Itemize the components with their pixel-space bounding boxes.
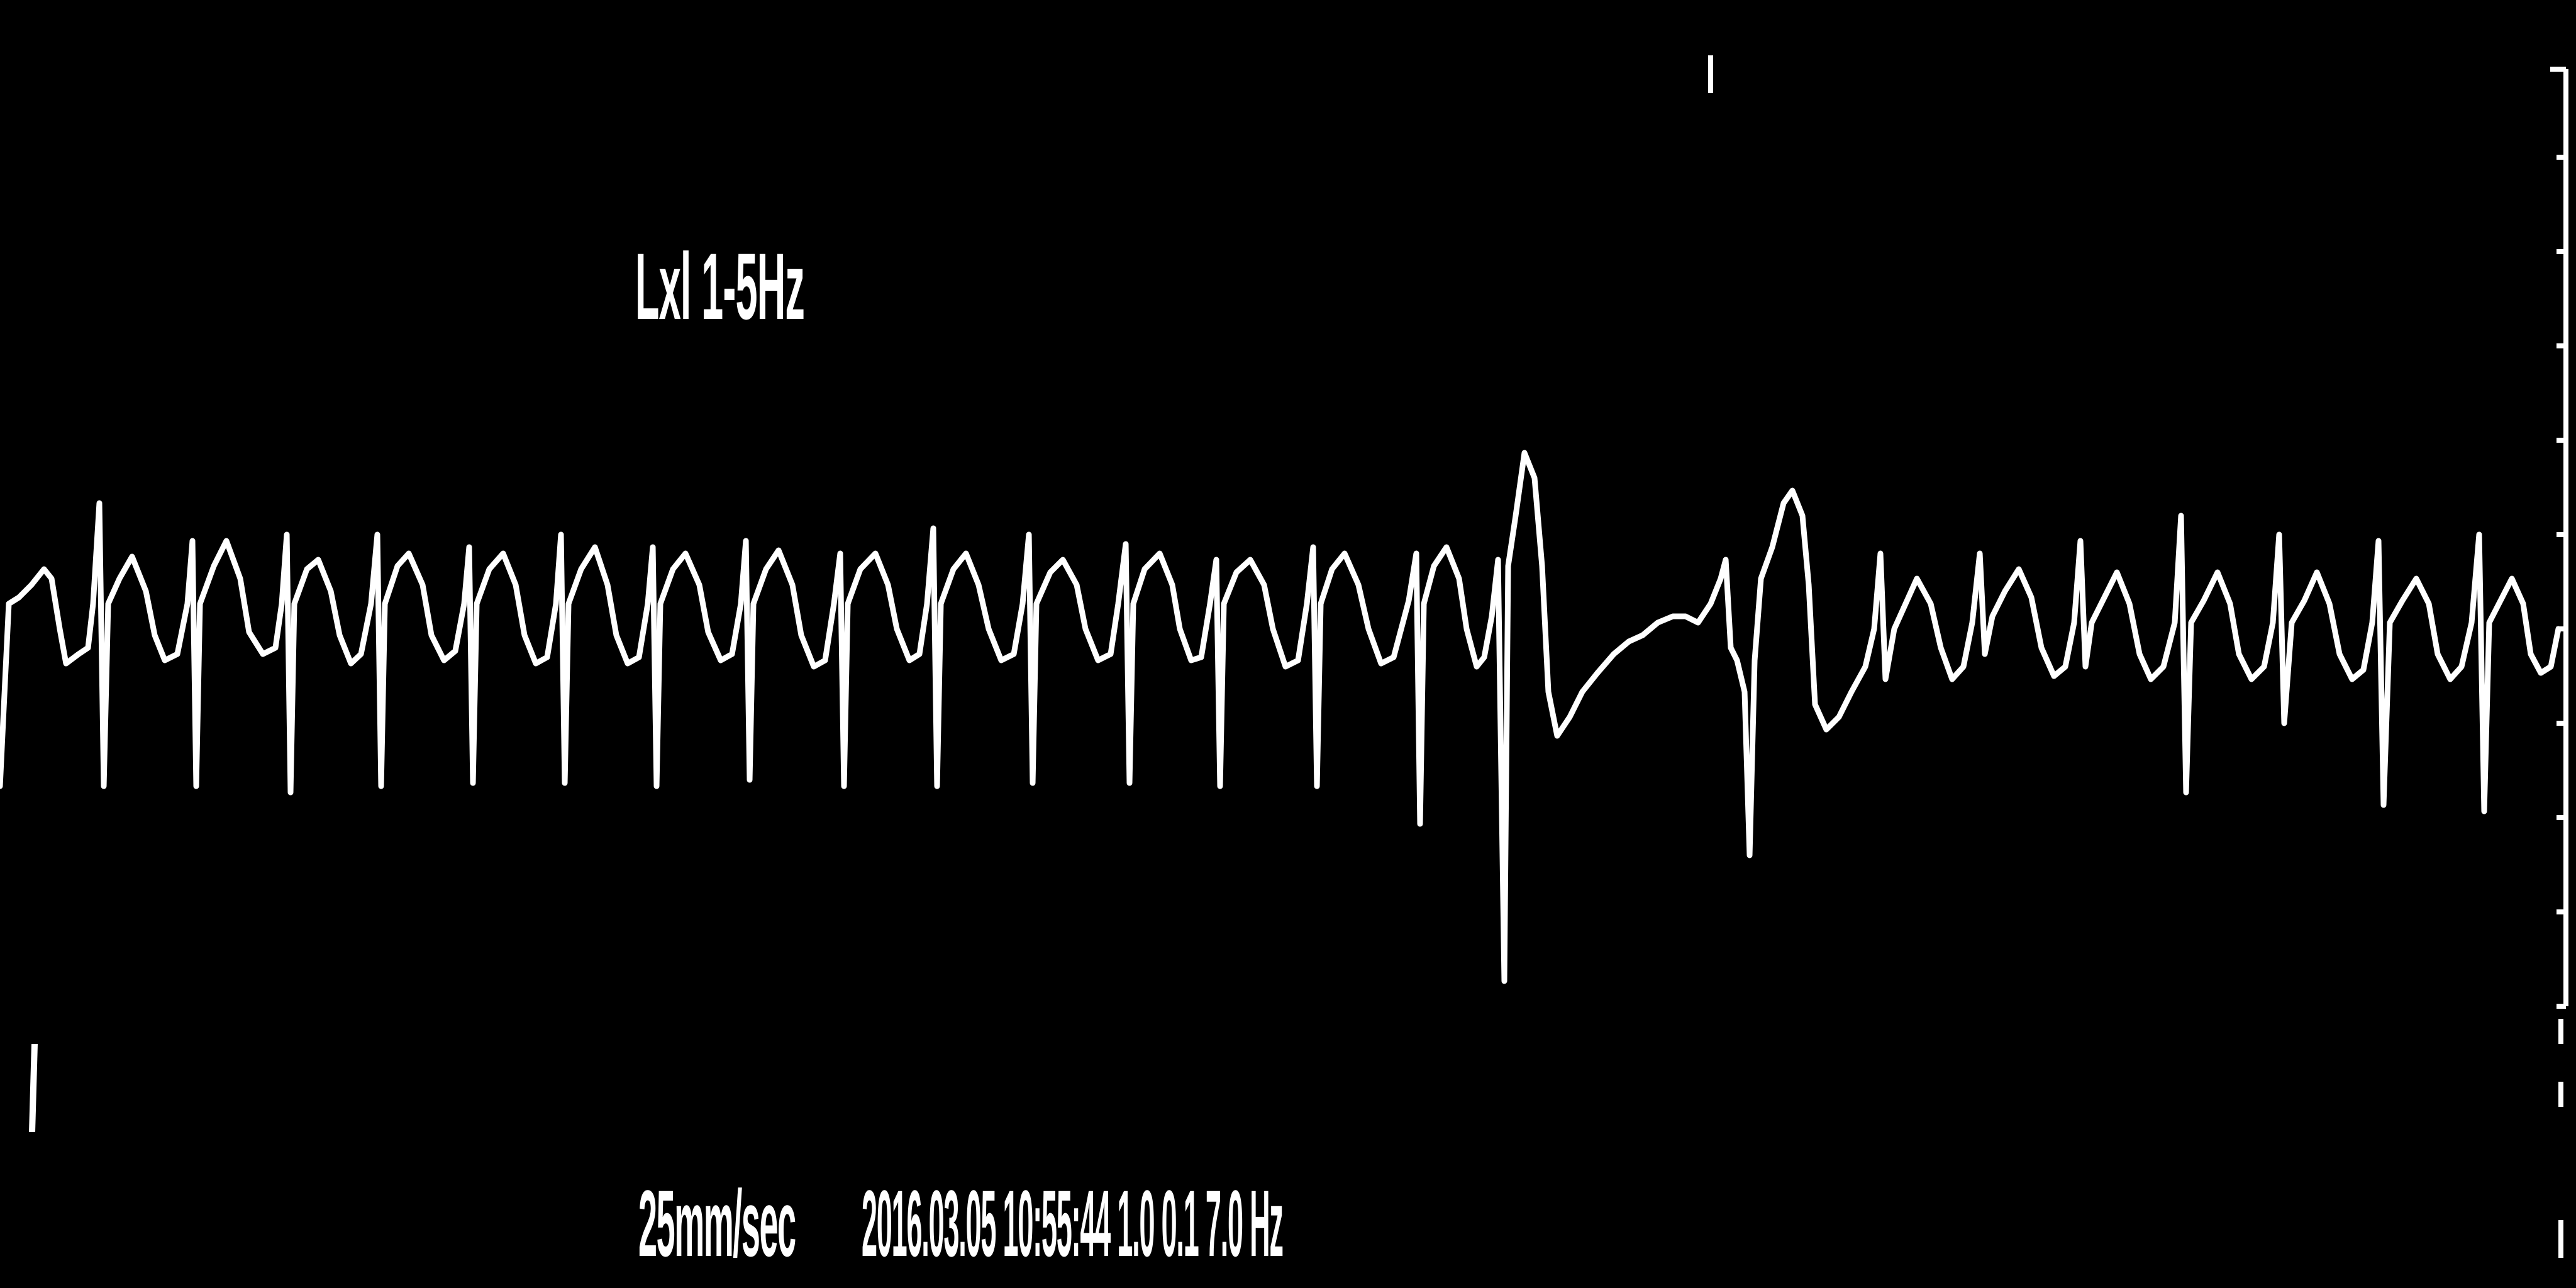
right-scale-icon: [2550, 67, 2568, 1258]
lead-label: Lxl 1-5Hz: [635, 233, 805, 339]
recording-timestamp: 2016.03.05 10:55:44 1.0 0.1 7.0 Hz: [862, 1170, 1284, 1276]
paper-speed-label: 25mm/sec: [638, 1170, 796, 1276]
ecg-waveform: [0, 450, 2562, 984]
top-tick-mark-icon: [1708, 55, 1713, 93]
left-tick-mark-icon: [29, 1044, 38, 1132]
